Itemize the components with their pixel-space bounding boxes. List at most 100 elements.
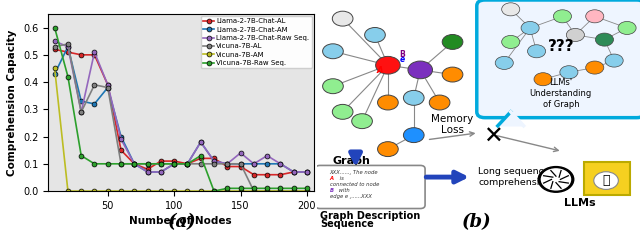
Legend: Llama-2-7B-Chat-AL, Llama-2-7B-Chat-AM, Llama-2-7B-Chat-Raw Seq., Vicuna-7B-AL, : Llama-2-7B-Chat-AL, Llama-2-7B-Chat-AM, … bbox=[201, 16, 312, 68]
Llama-2-7B-Chat-Raw Seq. bbox=[131, 162, 138, 165]
Circle shape bbox=[403, 128, 424, 143]
Vicuna-7B-AL bbox=[170, 162, 178, 165]
Circle shape bbox=[323, 79, 343, 94]
Circle shape bbox=[502, 35, 520, 48]
Vicuna-7B-Raw Seq. bbox=[276, 187, 284, 190]
Llama-2-7B-Chat-Raw Seq. bbox=[290, 171, 298, 173]
Circle shape bbox=[365, 27, 385, 42]
Llama-2-7B-Chat-Raw Seq. bbox=[184, 162, 191, 165]
Llama-2-7B-Chat-AM bbox=[250, 162, 258, 165]
Text: A: A bbox=[330, 176, 334, 181]
Circle shape bbox=[554, 10, 572, 23]
Llama-2-7B-Chat-Raw Seq. bbox=[170, 162, 178, 165]
Vicuna-7B-AM bbox=[263, 190, 271, 192]
Llama-2-7B-Chat-Raw Seq. bbox=[64, 45, 72, 48]
Llama-2-7B-Chat-AM bbox=[170, 162, 178, 165]
Llama-2-7B-Chat-Raw Seq. bbox=[104, 83, 111, 86]
Text: (b): (b) bbox=[462, 213, 492, 231]
Llama-2-7B-Chat-AL bbox=[77, 53, 85, 56]
Vicuna-7B-Raw Seq. bbox=[144, 162, 152, 165]
Circle shape bbox=[376, 56, 400, 74]
Llama-2-7B-Chat-AL bbox=[157, 160, 164, 162]
FancyBboxPatch shape bbox=[477, 0, 640, 118]
X-axis label: Number of Nodes: Number of Nodes bbox=[129, 216, 232, 226]
Vicuna-7B-AM bbox=[104, 190, 111, 192]
Text: LLMs: LLMs bbox=[564, 198, 596, 208]
Vicuna-7B-AL bbox=[51, 45, 58, 48]
Vicuna-7B-AL bbox=[64, 43, 72, 45]
Vicuna-7B-Raw Seq. bbox=[303, 187, 311, 190]
Vicuna-7B-Raw Seq. bbox=[157, 162, 164, 165]
Llama-2-7B-Chat-AL bbox=[144, 168, 152, 171]
Vicuna-7B-Raw Seq. bbox=[250, 187, 258, 190]
Circle shape bbox=[618, 21, 636, 34]
Vicuna-7B-AM bbox=[237, 190, 244, 192]
Llama-2-7B-Chat-AM bbox=[237, 162, 244, 165]
Vicuna-7B-Raw Seq. bbox=[51, 26, 58, 29]
Text: A: A bbox=[376, 66, 383, 75]
FancyBboxPatch shape bbox=[315, 165, 425, 209]
Line: Llama-2-7B-Chat-AM: Llama-2-7B-Chat-AM bbox=[52, 44, 309, 175]
Circle shape bbox=[502, 3, 520, 16]
Vicuna-7B-Raw Seq. bbox=[131, 162, 138, 165]
Vicuna-7B-Raw Seq. bbox=[77, 154, 85, 157]
Circle shape bbox=[560, 66, 578, 79]
Circle shape bbox=[534, 73, 552, 86]
Text: LLMs'
Understanding
of Graph: LLMs' Understanding of Graph bbox=[530, 78, 592, 109]
Llama-2-7B-Chat-AM bbox=[303, 171, 311, 173]
Vicuna-7B-AL bbox=[223, 162, 231, 165]
Vicuna-7B-AL bbox=[117, 162, 125, 165]
Circle shape bbox=[538, 167, 573, 192]
Circle shape bbox=[442, 67, 463, 82]
Line: Vicuna-7B-AL: Vicuna-7B-AL bbox=[52, 41, 309, 193]
Vicuna-7B-AL bbox=[237, 162, 244, 165]
Vicuna-7B-Raw Seq. bbox=[184, 162, 191, 165]
Vicuna-7B-AM bbox=[184, 190, 191, 192]
Text: (a): (a) bbox=[168, 213, 196, 231]
Text: 🦙: 🦙 bbox=[602, 174, 610, 187]
Text: is: is bbox=[338, 176, 344, 181]
Polygon shape bbox=[498, 112, 524, 126]
Circle shape bbox=[527, 45, 546, 58]
Vicuna-7B-Raw Seq. bbox=[170, 162, 178, 165]
Llama-2-7B-Chat-AM bbox=[157, 171, 164, 173]
Circle shape bbox=[495, 56, 513, 69]
Circle shape bbox=[352, 114, 372, 129]
Circle shape bbox=[378, 142, 398, 157]
Text: e: e bbox=[400, 55, 405, 64]
Vicuna-7B-Raw Seq. bbox=[197, 154, 205, 157]
Llama-2-7B-Chat-AM bbox=[51, 72, 58, 75]
Llama-2-7B-Chat-AL bbox=[276, 173, 284, 176]
Vicuna-7B-Raw Seq. bbox=[210, 190, 218, 192]
Llama-2-7B-Chat-Raw Seq. bbox=[157, 171, 164, 173]
Circle shape bbox=[566, 28, 584, 41]
Circle shape bbox=[408, 61, 433, 79]
Vicuna-7B-AM bbox=[250, 190, 258, 192]
Vicuna-7B-AL bbox=[263, 190, 271, 192]
Llama-2-7B-Chat-AM bbox=[104, 86, 111, 89]
Circle shape bbox=[403, 90, 424, 105]
Text: comprehension: comprehension bbox=[479, 178, 552, 187]
Circle shape bbox=[594, 172, 618, 189]
Text: Graph: Graph bbox=[333, 156, 371, 166]
Text: B: B bbox=[399, 50, 404, 59]
Circle shape bbox=[586, 61, 604, 74]
Vicuna-7B-AL bbox=[210, 162, 218, 165]
Text: Graph Description: Graph Description bbox=[320, 211, 420, 221]
Llama-2-7B-Chat-AL bbox=[104, 83, 111, 86]
Llama-2-7B-Chat-AL bbox=[91, 53, 99, 56]
Llama-2-7B-Chat-AL bbox=[210, 157, 218, 160]
Llama-2-7B-Chat-AL bbox=[64, 51, 72, 54]
Llama-2-7B-Chat-AM bbox=[263, 162, 271, 165]
Vicuna-7B-Raw Seq. bbox=[91, 162, 99, 165]
Llama-2-7B-Chat-Raw Seq. bbox=[237, 151, 244, 154]
Line: Vicuna-7B-AM: Vicuna-7B-AM bbox=[52, 66, 309, 193]
Llama-2-7B-Chat-AM bbox=[290, 171, 298, 173]
Y-axis label: Comprehension Capacity: Comprehension Capacity bbox=[7, 29, 17, 176]
Vicuna-7B-AL bbox=[104, 86, 111, 89]
Vicuna-7B-AL bbox=[197, 162, 205, 165]
Vicuna-7B-Raw Seq. bbox=[64, 75, 72, 78]
Vicuna-7B-AM bbox=[144, 190, 152, 192]
Llama-2-7B-Chat-AL bbox=[117, 149, 125, 152]
Llama-2-7B-Chat-Raw Seq. bbox=[51, 40, 58, 43]
